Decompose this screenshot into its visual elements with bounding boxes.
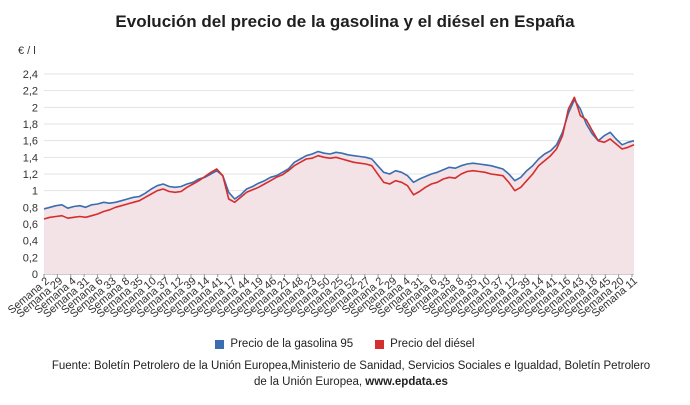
legend: Precio de la gasolina 95 Precio del diés…: [0, 338, 690, 350]
source-note: Fuente: Boletín Petrolero de la Unión Eu…: [46, 358, 656, 390]
y-tick-label: 1,2: [23, 169, 38, 181]
y-tick-label: 1,6: [23, 136, 38, 148]
y-tick-label: 1,8: [23, 119, 38, 131]
legend-label-diesel: Precio del diésel: [390, 338, 475, 350]
source-text: Fuente: Boletín Petrolero de la Unión Eu…: [51, 360, 651, 388]
y-tick-label: 2,2: [23, 86, 38, 98]
legend-item-gasolina[interactable]: Precio de la gasolina 95: [215, 338, 353, 350]
y-tick-label: 0: [32, 269, 38, 281]
source-link[interactable]: www.epdata.es: [365, 376, 448, 388]
legend-swatch-gasolina: [215, 339, 225, 349]
y-tick-label: 1,4: [23, 152, 38, 164]
y-tick-label: 0,8: [23, 202, 38, 214]
legend-item-diesel[interactable]: Precio del diésel: [375, 338, 475, 350]
chart-title: Evolución del precio de la gasolina y el…: [115, 12, 575, 31]
series-line-gasolina: [43, 99, 635, 210]
legend-swatch-diesel: [375, 339, 385, 349]
legend-label-gasolina: Precio de la gasolina 95: [230, 338, 354, 350]
area-fill: [44, 99, 634, 274]
y-tick-label: 0,2: [23, 252, 38, 264]
y-tick-label: 0,6: [23, 219, 38, 231]
y-axis-unit: € / l: [18, 45, 36, 57]
line-chart: 00,20,40,60,811,21,41,61,822,22,4Semana …: [6, 69, 640, 320]
y-tick-label: 1: [32, 186, 38, 198]
series-line-diesel: [43, 96, 635, 220]
y-tick-label: 0,4: [23, 236, 38, 248]
y-tick-label: 2: [32, 102, 38, 114]
y-tick-label: 2,4: [23, 69, 38, 81]
